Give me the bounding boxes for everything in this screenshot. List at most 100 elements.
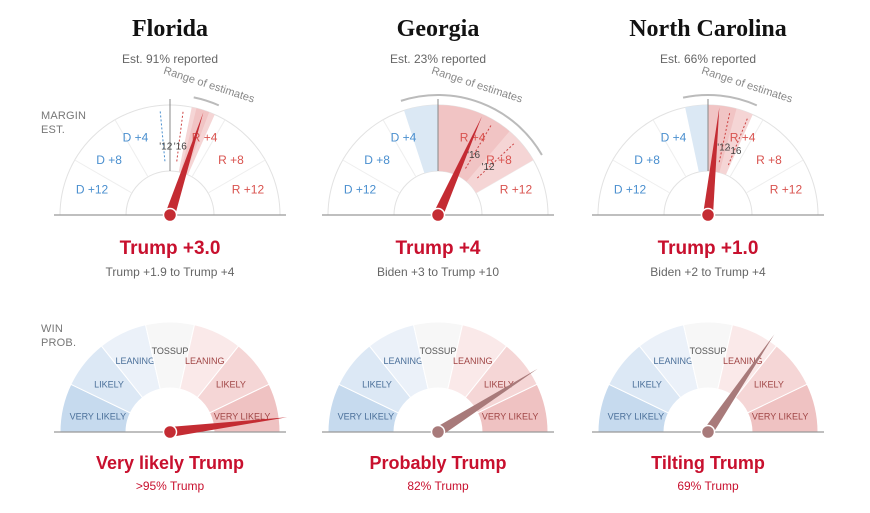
win-zone-label: LEANING bbox=[116, 356, 156, 366]
win-needle-hub bbox=[430, 424, 446, 440]
past-marker-label: '12 bbox=[482, 162, 495, 173]
tick-label: D +8 bbox=[634, 153, 660, 167]
past-marker-label: '12 bbox=[159, 141, 172, 152]
tick-label: D +12 bbox=[76, 183, 109, 197]
win-needle-hub bbox=[700, 424, 716, 440]
win-zone-label: VERY LIKELY bbox=[482, 412, 539, 422]
range-band-biden bbox=[685, 105, 708, 172]
margin-range-text: Trump +1.9 to Trump +4 bbox=[105, 265, 235, 279]
win-percent: 69% Trump bbox=[677, 479, 739, 493]
grid-line bbox=[207, 159, 266, 194]
margin-range-text: Biden +3 to Trump +10 bbox=[376, 265, 500, 279]
win-zone-label: LIKELY bbox=[632, 379, 662, 389]
margin-value: Trump +1.0 bbox=[657, 238, 759, 259]
state-column-georgia: Georgia Est. 23% reported Range of estim… bbox=[303, 0, 573, 513]
grid-line bbox=[652, 119, 687, 178]
win-zone-label: LEANING bbox=[185, 356, 225, 366]
grid-line bbox=[342, 159, 401, 194]
range-band-biden bbox=[404, 105, 438, 174]
win-zone-label: LEANING bbox=[384, 356, 424, 366]
tick-label: R +8 bbox=[756, 153, 782, 167]
win-zone-label: LIKELY bbox=[216, 379, 246, 389]
win-zone-label: TOSSUP bbox=[152, 346, 189, 356]
state-column-north-carolina: North Carolina Est. 66% reported Range o… bbox=[573, 0, 843, 513]
state-title: North Carolina bbox=[629, 16, 787, 42]
grid-line bbox=[74, 159, 133, 194]
win-zone-label: LIKELY bbox=[484, 379, 514, 389]
grid-line bbox=[475, 159, 534, 194]
tick-label: R +12 bbox=[770, 183, 803, 197]
win-zone-label: VERY LIKELY bbox=[338, 412, 395, 422]
range-arc bbox=[193, 96, 220, 107]
tick-label: D +8 bbox=[96, 153, 122, 167]
state-column-florida: Florida Est. 91% reported Range of estim… bbox=[35, 0, 305, 513]
reported-text: Est. 66% reported bbox=[659, 52, 757, 66]
reported-text: Est. 23% reported bbox=[389, 52, 487, 66]
range-label: Range of estimates bbox=[430, 65, 524, 106]
grid-line bbox=[729, 119, 764, 178]
margin-needle bbox=[703, 107, 720, 216]
win-percent: >95% Trump bbox=[135, 479, 205, 493]
past-marker-label: '12 bbox=[717, 142, 730, 153]
range-arc bbox=[682, 94, 758, 107]
win-percent: 82% Trump bbox=[407, 479, 469, 493]
grid-line bbox=[114, 119, 149, 178]
margin-value: Trump +4 bbox=[395, 238, 481, 259]
past-marker-label: '16 bbox=[467, 150, 480, 161]
margin-needle bbox=[165, 112, 204, 217]
win-zone-label: LEANING bbox=[723, 356, 763, 366]
win-needle-hub bbox=[162, 424, 178, 440]
tick-label: R +8 bbox=[218, 153, 244, 167]
past-marker-label: '16 bbox=[728, 146, 741, 157]
win-zone-label: VERY LIKELY bbox=[70, 412, 127, 422]
win-zone-label: VERY LIKELY bbox=[214, 412, 271, 422]
tick-label: D +8 bbox=[364, 153, 390, 167]
win-needle bbox=[435, 368, 538, 437]
win-zone-label: LEANING bbox=[453, 356, 493, 366]
margin-needle bbox=[433, 116, 482, 218]
win-zone-label: LIKELY bbox=[94, 379, 124, 389]
grid-line bbox=[382, 119, 417, 178]
tick-label: D +4 bbox=[123, 130, 149, 144]
past-marker-line bbox=[718, 111, 731, 163]
margin-est-label: MARGIN EST. bbox=[41, 110, 87, 136]
margin-needle-hub bbox=[700, 207, 716, 223]
range-band-core bbox=[438, 105, 510, 182]
past-marker-line bbox=[176, 109, 184, 162]
margin-range-text: Biden +2 to Trump +4 bbox=[650, 265, 766, 279]
win-zone-label: LIKELY bbox=[754, 379, 784, 389]
margin-gauge: Range of estimates D +12 D +8D +4 R +4R +8 R… bbox=[54, 65, 286, 223]
win-verdict: Very likely Trump bbox=[95, 453, 245, 473]
margin-value: Trump +3.0 bbox=[119, 238, 221, 259]
margin-needle-hub bbox=[162, 207, 178, 223]
win-zone-label: VERY LIKELY bbox=[752, 412, 809, 422]
reported-text: Est. 91% reported bbox=[121, 52, 219, 66]
win-verdict: Probably Trump bbox=[369, 453, 507, 473]
range-label: Range of estimates bbox=[162, 65, 256, 106]
margin-needle-hub bbox=[430, 207, 446, 223]
tick-label: D +4 bbox=[391, 130, 417, 144]
win-zone-label: TOSSUP bbox=[420, 346, 457, 356]
past-marker-label: '16 bbox=[174, 142, 187, 153]
win-needle bbox=[703, 334, 775, 435]
win-prob-label: WIN PROB. bbox=[41, 323, 77, 349]
tick-label: D +12 bbox=[344, 183, 377, 197]
past-marker-line bbox=[727, 116, 749, 166]
win-zone-label: LIKELY bbox=[362, 379, 392, 389]
tick-label: D +12 bbox=[614, 183, 647, 197]
state-title: Georgia bbox=[396, 16, 480, 42]
tick-label: R +12 bbox=[232, 183, 265, 197]
state-title: Florida bbox=[132, 16, 208, 42]
win-zone-label: VERY LIKELY bbox=[608, 412, 665, 422]
range-arc bbox=[400, 94, 543, 156]
grid-line bbox=[612, 159, 671, 194]
range-label: Range of estimates bbox=[700, 65, 794, 106]
grid-line bbox=[191, 119, 226, 178]
tick-label: R +4 bbox=[730, 130, 756, 144]
win-needle bbox=[169, 417, 288, 437]
tick-label: R +4 bbox=[192, 130, 218, 144]
